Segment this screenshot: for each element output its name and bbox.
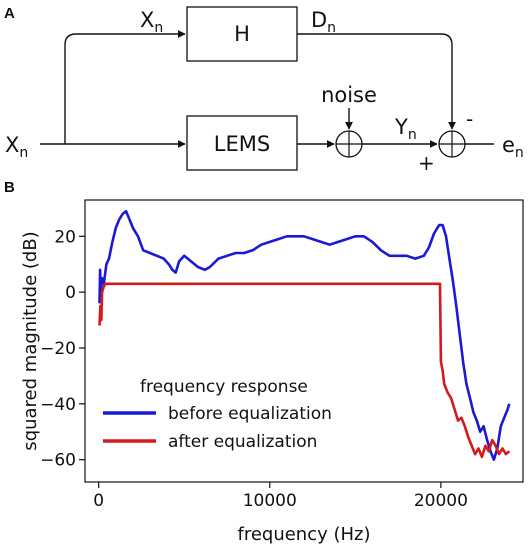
d-label: Dn bbox=[311, 8, 336, 36]
error-adder bbox=[438, 130, 466, 158]
x-axis-ticks: 0 10000 20000 bbox=[93, 482, 468, 511]
x-tick-label: 20000 bbox=[414, 491, 468, 511]
y-tick-label: 20 bbox=[54, 227, 76, 247]
y-axis-ticks: −60 −40 −20 0 20 bbox=[40, 227, 85, 471]
x-tick-label: 0 bbox=[93, 491, 104, 511]
panel-b-label: B bbox=[4, 179, 15, 196]
x-left-label: Xn bbox=[5, 133, 28, 161]
y-tick-label: −20 bbox=[40, 339, 76, 359]
noise-label: noise bbox=[321, 83, 377, 107]
series-before-equalization bbox=[98, 209, 511, 461]
series-layer bbox=[98, 209, 511, 461]
legend-label-before: before equalization bbox=[168, 404, 332, 424]
lems-block bbox=[186, 115, 298, 171]
x-tick-label: 10000 bbox=[243, 491, 297, 511]
y-tick-label: 0 bbox=[65, 283, 76, 303]
y-axis-label: squared magnitude (dB) bbox=[20, 231, 41, 450]
panel-a-diagram: A H LEMS Xn Xn Dn bbox=[4, 5, 524, 175]
series-after-equalization bbox=[98, 282, 511, 459]
legend-label-after: after equalization bbox=[168, 432, 317, 452]
y-tick-label: −60 bbox=[40, 451, 76, 471]
legend: frequency response before equalization a… bbox=[103, 377, 332, 452]
minus-sign: - bbox=[466, 107, 473, 131]
h-block bbox=[186, 6, 298, 62]
lems-block-label: LEMS bbox=[214, 132, 270, 156]
e-label: en bbox=[502, 133, 524, 161]
y-tick-label: −40 bbox=[40, 395, 76, 415]
x-top-label: Xn bbox=[140, 8, 163, 36]
x-axis-label: frequency (Hz) bbox=[237, 524, 370, 545]
panel-b-chart: B 0 10000 20000 −60 −40 −20 0 20 frequency (Hz… bbox=[4, 179, 524, 545]
legend-title: frequency response bbox=[140, 377, 308, 397]
y-label: Yn bbox=[394, 115, 417, 143]
h-block-label: H bbox=[234, 22, 250, 46]
panel-a-label: A bbox=[4, 5, 15, 22]
signal-lines bbox=[40, 30, 494, 148]
plus-sign: + bbox=[418, 151, 435, 175]
noise-adder bbox=[335, 130, 363, 158]
plot-frame bbox=[84, 199, 524, 483]
